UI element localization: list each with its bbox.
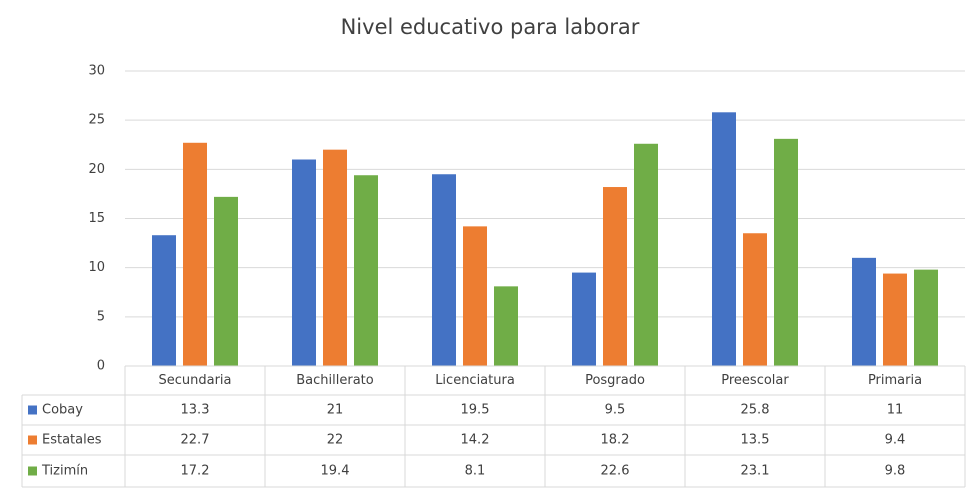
x-tick-label: Primaria	[868, 373, 922, 388]
bar	[603, 187, 627, 366]
bar	[214, 196, 238, 366]
bar	[572, 272, 596, 366]
table-value: 21	[327, 403, 344, 418]
table-value: 11	[887, 403, 904, 418]
chart-title: Nivel educativo para laborar	[341, 15, 640, 39]
table-value: 9.4	[885, 433, 906, 448]
table-value: 14.2	[461, 433, 490, 448]
bar	[323, 149, 347, 366]
table-value: 9.8	[885, 464, 906, 479]
bar	[774, 138, 798, 366]
table-value: 22	[327, 433, 344, 448]
bar	[354, 175, 378, 366]
bar	[183, 142, 207, 366]
table-value: 25.8	[741, 403, 770, 418]
legend-label: Tizimín	[41, 464, 88, 479]
table-value: 19.5	[461, 403, 490, 418]
y-tick-label: 5	[97, 309, 105, 324]
bar	[743, 233, 767, 366]
bar	[432, 174, 456, 366]
table-value: 19.4	[321, 464, 350, 479]
table-value: 9.5	[605, 403, 626, 418]
table-value: 13.5	[741, 433, 770, 448]
x-tick-label: Preescolar	[721, 373, 789, 388]
table-value: 8.1	[465, 464, 486, 479]
bar	[292, 159, 316, 366]
table-value: 17.2	[181, 464, 210, 479]
table-value: 23.1	[741, 464, 770, 479]
legend-key	[28, 466, 37, 476]
y-tick-label: 0	[97, 359, 105, 374]
bar	[152, 235, 176, 366]
x-tick-label: Licenciatura	[435, 373, 515, 388]
x-tick-label: Secundaria	[158, 373, 231, 388]
legend-label: Estatales	[42, 433, 102, 448]
legend-key	[28, 405, 37, 415]
bar	[463, 226, 487, 366]
table-value: 22.6	[601, 464, 630, 479]
table-value: 22.7	[181, 433, 210, 448]
bar	[712, 112, 736, 366]
y-tick-label: 30	[88, 64, 105, 79]
bar	[883, 273, 907, 366]
legend-key	[28, 435, 37, 445]
bar	[494, 286, 518, 366]
x-tick-label: Bachillerato	[296, 373, 374, 388]
y-tick-label: 10	[88, 260, 105, 275]
legend-label: Cobay	[42, 403, 83, 418]
table-value: 13.3	[181, 403, 210, 418]
y-tick-label: 15	[88, 211, 105, 226]
table-value: 18.2	[601, 433, 630, 448]
bar	[914, 269, 938, 366]
x-tick-label: Posgrado	[585, 373, 645, 388]
y-tick-label: 20	[88, 162, 105, 177]
bar	[634, 143, 658, 366]
bar	[852, 257, 876, 366]
y-tick-label: 25	[88, 113, 105, 128]
